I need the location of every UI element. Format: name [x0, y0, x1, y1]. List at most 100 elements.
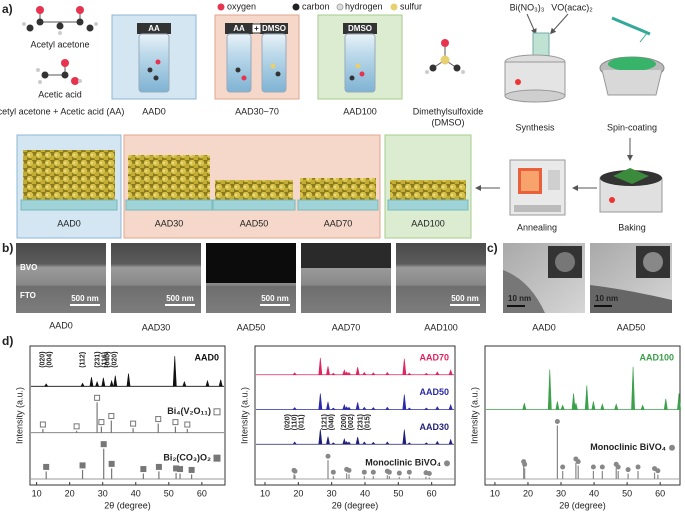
diffraction-peak	[371, 372, 376, 376]
reagent: VO(acac)₂	[551, 2, 593, 12]
diffraction-peak	[677, 393, 681, 410]
diffraction-peak	[435, 371, 440, 376]
peak-index-label: (004)	[47, 351, 54, 367]
sample-label: AAD50	[617, 322, 646, 332]
diffraction-peak	[346, 371, 352, 376]
molecule-drawing-part	[41, 71, 49, 79]
film-box-part	[125, 199, 213, 211]
sem-image-part	[260, 304, 290, 306]
layer-label: FTO	[20, 291, 36, 300]
diffraction-peak	[522, 403, 527, 410]
film-caption: AAD0	[57, 218, 81, 228]
x-tick-label: 30	[556, 488, 566, 498]
diffraction-peak	[326, 436, 330, 445]
vial-box-part	[225, 23, 253, 34]
stick-marker	[184, 421, 191, 428]
molecule-drawing-part	[76, 6, 84, 14]
stick-marker	[560, 464, 566, 470]
legend-marker	[669, 444, 675, 451]
series-label: Monoclinic BiVO₄	[590, 442, 666, 452]
panel-label: d)	[2, 334, 13, 348]
process-drawing-part	[526, 13, 537, 35]
peak-index-label: (112)	[79, 352, 86, 368]
scale-bar-label: 10 nm	[508, 294, 531, 303]
diffraction-peak	[371, 407, 376, 410]
peak-index-label: (110)	[292, 414, 299, 430]
molecule-drawing-part	[22, 22, 26, 26]
molecule-drawing-part	[36, 68, 40, 72]
xrd-charts: 10 20 30 40 50 60 2θ (degree) Intensity (a.u.) A…	[14, 345, 681, 510]
sem-image-part	[450, 304, 480, 306]
stick-marker	[406, 469, 412, 475]
plot-frame	[29, 345, 226, 486]
sample-label: AAD0	[532, 322, 556, 332]
diffraction-peak	[344, 441, 349, 445]
scale-bar-label: 500 nm	[451, 294, 479, 303]
process-drawing-part	[611, 16, 651, 36]
film-box-part	[128, 155, 210, 200]
stick-marker	[108, 413, 115, 420]
molecule-drawing-part	[453, 64, 461, 72]
vial-caption: AAD100	[343, 106, 377, 116]
diffraction-peak	[423, 372, 429, 376]
x-tick-label: 60	[655, 488, 665, 498]
sample-label: AAD30	[142, 322, 171, 332]
stick-marker	[325, 453, 331, 459]
process-drawing	[475, 13, 665, 216]
diffraction-peak	[402, 429, 407, 445]
x-tick-label: 10	[32, 488, 42, 498]
x-tick-label: 60	[427, 488, 437, 498]
process-drawing-part	[601, 69, 663, 96]
step-label: Spin-coating	[607, 122, 657, 132]
diffraction-peak	[448, 438, 453, 445]
step-label: Synthesis	[515, 122, 555, 132]
molecule-drawing	[425, 39, 465, 74]
stick-marker	[396, 470, 402, 476]
diffraction-peak	[402, 358, 407, 376]
stick-marker	[590, 464, 596, 470]
film-box-part	[387, 199, 469, 211]
molecule-drawing-part	[441, 39, 449, 47]
x-tick-label: 10	[260, 488, 270, 498]
diffraction-peak	[663, 398, 668, 410]
molecule-drawing-part	[26, 24, 34, 32]
diffraction-peak	[573, 403, 578, 410]
series-label: Bi₂(CO₃)O₂	[163, 453, 211, 463]
stick-marker	[79, 462, 86, 469]
molecule-name: Acetyl acetone	[30, 39, 89, 49]
diffraction-peak	[218, 379, 223, 387]
film-box-part	[297, 199, 379, 211]
tem-image-part	[555, 252, 575, 272]
panel-label: b)	[2, 241, 13, 255]
series-label: AAD30	[419, 422, 449, 432]
diffraction-peak	[330, 407, 336, 410]
stick-marker	[155, 463, 162, 470]
sample-label: AAD50	[237, 322, 266, 332]
solvent-name: Acetyl acetone + Acetic acid (AA)	[0, 106, 124, 116]
series-label: AAD100	[639, 352, 674, 362]
tem-image-part	[594, 305, 612, 307]
diffraction-peak	[385, 371, 390, 376]
diffraction-peak	[362, 441, 367, 445]
peak-index-label: (231)	[358, 414, 365, 430]
x-tick-label: 30	[98, 488, 108, 498]
film-box-part	[300, 178, 376, 200]
diffraction-peak	[342, 403, 347, 410]
vial-box-part	[235, 67, 241, 73]
process-drawing-part	[608, 57, 656, 71]
diffraction-peak	[448, 369, 453, 376]
film-caption: AAD30	[155, 218, 184, 228]
diffraction-peak	[344, 406, 349, 410]
diffraction-peak	[89, 377, 94, 387]
film-caption: AAD100	[411, 218, 445, 228]
vial-box-part	[241, 75, 247, 81]
y-axis-label: Intensity (a.u.)	[469, 387, 479, 444]
diffraction-peak	[385, 441, 390, 445]
solvent-name: (DMSO)	[432, 117, 465, 127]
diffraction-peak	[205, 379, 210, 387]
process-drawing-part	[515, 79, 521, 85]
film-box-part	[390, 180, 466, 200]
diffraction-peak	[292, 372, 297, 376]
diffraction-peak	[101, 377, 106, 387]
